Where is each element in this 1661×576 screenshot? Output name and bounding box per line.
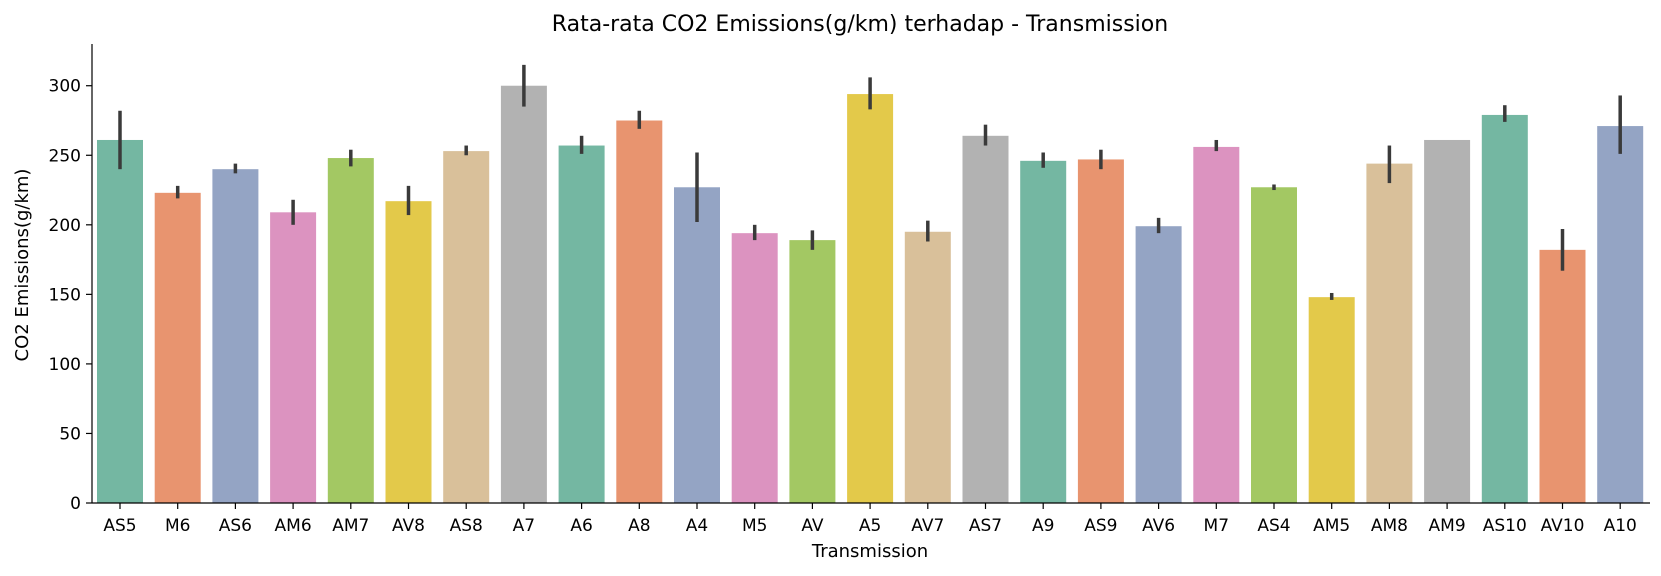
bar-a6 [558,145,605,503]
bar-am5 [1308,297,1355,503]
x-tick-label: A5 [859,516,881,536]
x-tick-label: A9 [1032,516,1054,536]
bar-a8 [616,120,663,503]
bar-m6 [154,192,201,503]
y-tick-label: 100 [49,355,81,375]
bar-as4 [1251,187,1297,503]
bar-as5 [97,139,143,504]
x-tick-label: AS5 [103,516,136,536]
bar-a4 [674,187,720,503]
x-tick-label: A8 [628,516,650,536]
x-tick-label: M6 [165,516,190,536]
bar-a9 [1020,160,1067,503]
bar-av10 [1539,249,1586,503]
x-tick-label: AS6 [219,516,252,536]
bar-as6 [212,169,259,503]
bar-m5 [731,233,778,503]
bar-a10 [1597,126,1644,504]
bar-am6 [270,212,317,504]
y-tick-label: 50 [59,424,81,444]
chart-title: Rata-rata CO2 Emissions(g/km) terhadap -… [552,12,1168,37]
y-ticks-group: 0 50 100 150 200 250 300 [49,77,92,514]
x-tick-label: AS4 [1257,516,1290,536]
bar-av7 [904,231,951,504]
x-tick-label: A6 [570,516,592,536]
bar-as7 [962,135,1009,504]
x-tick-label: AM9 [1429,516,1466,536]
x-ticks-group: AS5 M6 AS6 AM6 AM7 AV8 AS8 A7 A6 A8 A4 M5 AV A5 AV7 AS7… [103,503,1637,536]
x-tick-label: A7 [513,516,535,536]
bar-a5 [847,94,894,503]
x-tick-label: AV6 [1142,516,1175,536]
x-tick-label: AS9 [1084,516,1117,536]
bar-as10 [1481,114,1528,503]
x-tick-label: M7 [1204,516,1229,536]
bar-as8 [443,151,490,503]
x-tick-label: A10 [1604,516,1637,536]
x-tick-label: AM7 [332,516,369,536]
x-tick-label: AV8 [392,516,425,536]
bars-group [97,85,1644,504]
x-tick-label: AV [801,516,824,536]
bar-am7 [327,158,374,503]
y-tick-label: 150 [49,285,81,305]
x-tick-label: AS7 [969,516,1002,536]
bar-as9 [1077,159,1124,504]
x-tick-label: AV10 [1541,516,1585,536]
x-tick-label: AM5 [1313,516,1350,536]
bar-a7 [500,85,547,504]
y-tick-label: 0 [70,494,81,514]
y-tick-label: 200 [49,216,81,236]
x-tick-label: AS8 [450,516,483,536]
bar-av6 [1135,226,1182,503]
y-axis-label: CO2 Emissions(g/km) [12,169,33,362]
bar-av [789,240,836,504]
x-tick-label: AM8 [1371,516,1408,536]
x-tick-label: AS10 [1483,516,1527,536]
x-tick-label: AM6 [275,516,312,536]
bar-m7 [1193,146,1240,503]
error-bars-group [118,64,1622,300]
bar-am8 [1366,163,1413,504]
y-tick-label: 250 [49,146,81,166]
bar-av8 [385,201,432,503]
x-tick-label: M5 [742,516,767,536]
x-tick-label: A4 [686,516,708,536]
x-axis-label: Transmission [811,541,928,562]
x-tick-label: AV7 [911,516,944,536]
bar-am9 [1424,139,1471,504]
y-tick-label: 300 [49,77,81,97]
